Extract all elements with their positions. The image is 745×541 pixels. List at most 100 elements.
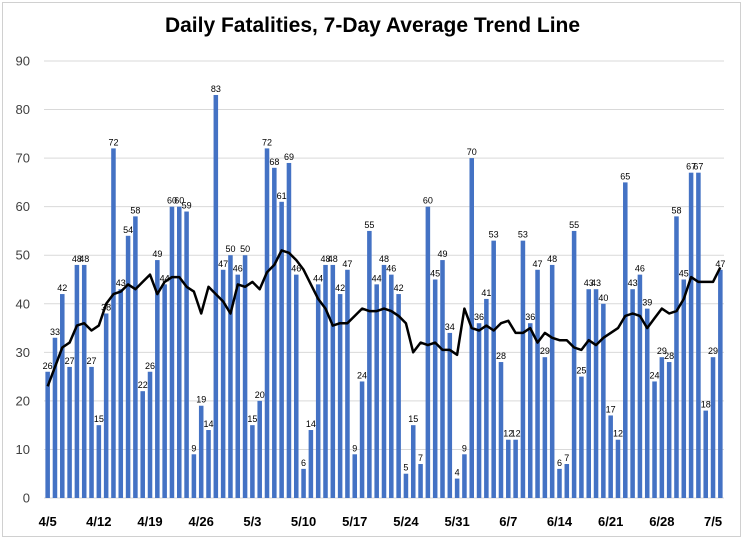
bar [696, 172, 701, 498]
bar [527, 323, 533, 498]
bar [718, 269, 723, 498]
data-label: 50 [240, 244, 250, 254]
bar [579, 376, 584, 498]
data-label: 67 [686, 162, 696, 172]
data-label: 48 [379, 254, 389, 264]
bar [381, 264, 387, 498]
data-label: 70 [467, 147, 477, 157]
data-label: 25 [576, 366, 586, 376]
chart-title: Daily Fatalities, 7-Day Average Trend Li… [164, 14, 581, 37]
data-label: 53 [518, 230, 528, 240]
bar [279, 201, 284, 499]
bar [301, 468, 306, 498]
bar [213, 94, 219, 498]
bar [659, 357, 665, 498]
data-label: 40 [598, 293, 608, 303]
bar [498, 362, 504, 498]
data-label: 41 [481, 288, 491, 298]
data-label: 9 [462, 443, 467, 453]
data-label: 9 [352, 443, 357, 453]
bar [184, 211, 189, 498]
bar [52, 337, 58, 498]
bar [103, 313, 109, 498]
x-axis-ticks: 4/5 4/12 4/19 4/26 5/3 5/10 5/17 5/24 5/31 6/7 6/1… [39, 514, 722, 529]
bar [125, 235, 131, 499]
data-label: 50 [225, 244, 235, 254]
data-label: 42 [57, 283, 67, 293]
bar [688, 172, 694, 498]
data-label: 7 [418, 453, 423, 463]
bar [140, 391, 145, 498]
data-label: 43 [591, 278, 601, 288]
bar [586, 289, 591, 498]
bar [352, 454, 358, 498]
bar [703, 410, 708, 498]
data-label: 46 [386, 264, 396, 274]
trend-line [46, 249, 722, 387]
x-tick-label: 5/10 [291, 514, 316, 529]
y-tick-label: 30 [16, 345, 30, 360]
data-label: 48 [328, 254, 338, 264]
data-label: 39 [642, 298, 652, 308]
bar [564, 464, 570, 498]
x-tick-label: 4/12 [86, 514, 111, 529]
bar [206, 430, 211, 498]
bar [272, 167, 277, 499]
bar [96, 425, 102, 498]
data-label: 55 [364, 220, 374, 230]
bar [250, 425, 255, 498]
bar [652, 381, 657, 498]
bar [418, 464, 423, 498]
bar [593, 289, 599, 498]
bar [571, 230, 577, 498]
bar [235, 274, 241, 498]
bar [447, 332, 453, 498]
bar [396, 294, 401, 498]
data-label: 83 [211, 84, 221, 94]
bar [410, 425, 416, 498]
bar [147, 371, 153, 498]
data-label: 20 [255, 390, 265, 400]
bar [666, 362, 672, 498]
bar [293, 274, 299, 498]
bar [484, 298, 489, 498]
bar [323, 264, 328, 498]
y-tick-label: 70 [16, 151, 30, 166]
data-label: 4 [455, 468, 460, 478]
bar [337, 294, 343, 498]
data-label: 34 [445, 322, 455, 332]
bar [367, 230, 372, 498]
bar [476, 323, 482, 498]
x-tick-label: 4/26 [189, 514, 214, 529]
data-label: 9 [191, 443, 196, 453]
data-label: 26 [43, 361, 53, 371]
bar [535, 269, 540, 498]
bar [345, 269, 350, 498]
data-label: 48 [72, 254, 82, 264]
data-label: 65 [620, 171, 630, 181]
bar [60, 294, 65, 498]
data-label: 42 [335, 283, 345, 293]
data-label: 29 [708, 346, 718, 356]
bar [520, 240, 526, 498]
data-label: 27 [65, 356, 75, 366]
bar-series [45, 94, 723, 499]
bar [454, 478, 460, 498]
data-labels: 2633422748482715387243545822264944606059… [43, 84, 726, 478]
bar [425, 206, 431, 498]
data-label: 48 [320, 254, 330, 264]
bar [111, 148, 116, 498]
bar [513, 439, 518, 498]
y-tick-label: 80 [16, 102, 30, 117]
data-label: 33 [50, 327, 60, 337]
data-label: 46 [635, 264, 645, 274]
data-label: 67 [693, 162, 703, 172]
data-label: 14 [306, 419, 316, 429]
data-label: 19 [196, 395, 206, 405]
x-tick-label: 4/19 [137, 514, 162, 529]
data-label: 49 [152, 249, 162, 259]
y-tick-label: 20 [16, 393, 30, 408]
data-label: 28 [496, 351, 506, 361]
data-label: 7 [564, 453, 569, 463]
